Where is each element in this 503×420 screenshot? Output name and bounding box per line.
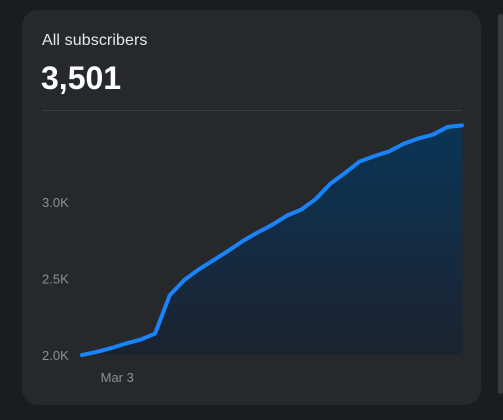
scrollbar[interactable] bbox=[498, 14, 503, 394]
card-title: All subscribers bbox=[42, 32, 148, 49]
subscriber-total: 3,501 bbox=[41, 60, 122, 96]
series-area bbox=[82, 125, 462, 355]
subscribers-card: All subscribers 3,501 2.0K 2.5K 3.0K Mar 3 bbox=[22, 10, 481, 405]
y-tick-label: 2.0K bbox=[42, 348, 69, 363]
y-tick-label: 3.0K bbox=[42, 195, 69, 210]
subscriber-chart: 2.0K 2.5K 3.0K Mar 3 bbox=[42, 123, 464, 385]
y-tick-label: 2.5K bbox=[42, 272, 69, 287]
divider bbox=[42, 110, 462, 111]
series-line bbox=[80, 123, 464, 357]
x-tick-label: Mar 3 bbox=[101, 370, 134, 385]
